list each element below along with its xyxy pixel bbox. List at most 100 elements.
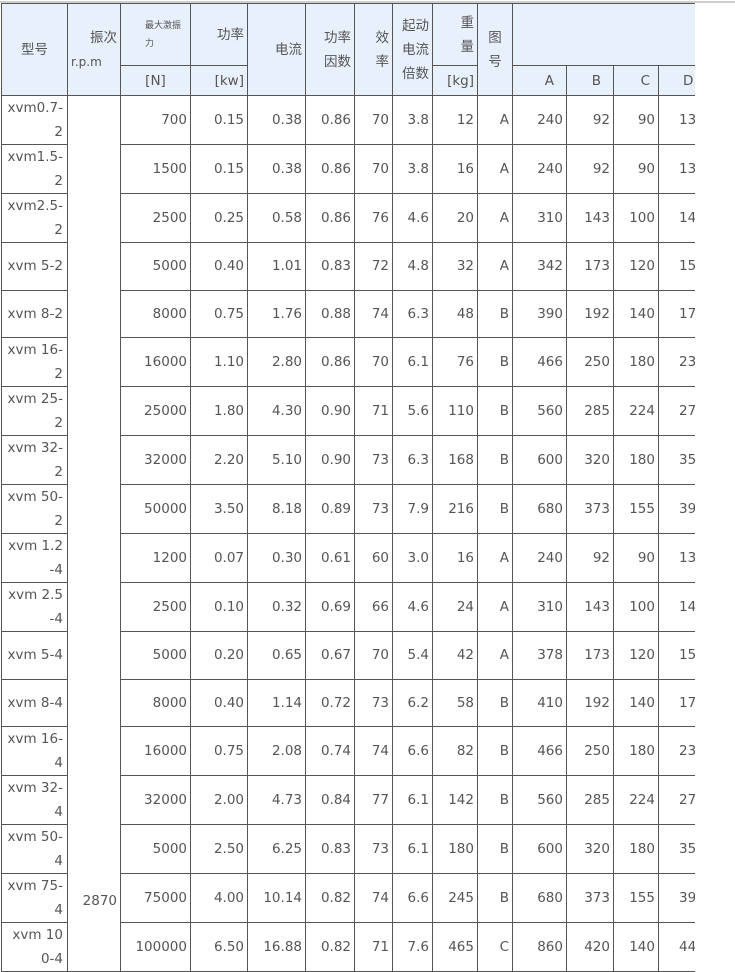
cell-power: 0.07	[190, 533, 248, 583]
cell-dim-b: 192	[566, 289, 614, 338]
cell-start-current: 6.1	[392, 337, 433, 387]
cell-efficiency: 73	[354, 678, 393, 727]
cell-power-factor: 0.88	[305, 289, 355, 338]
cell-force: 700	[120, 95, 191, 145]
cell-dim-a: 560	[512, 775, 567, 825]
table-row: xvm 16-2 16000 1.10 2.80 0.86 70 6.1 76 B 466 250 1…	[1, 337, 695, 387]
cell-force: 5000	[120, 631, 191, 680]
cell-dim-a: 240	[512, 95, 567, 145]
cell-dim-b: 92	[566, 95, 614, 145]
cell-dim-c: 180	[613, 337, 659, 387]
cell-figure: B	[477, 775, 513, 825]
header-dim-b: B	[566, 65, 614, 96]
cell-weight: 216	[432, 484, 478, 534]
cell-power: 0.75	[190, 726, 248, 776]
cell-figure: A	[477, 95, 513, 145]
cell-efficiency: 76	[354, 193, 393, 243]
cell-dim-b: 320	[566, 824, 614, 874]
cell-weight: 168	[432, 435, 478, 485]
cell-start-current: 7.9	[392, 484, 433, 534]
cell-power: 4.00	[190, 873, 248, 923]
cell-figure: B	[477, 386, 513, 436]
cell-current: 1.01	[247, 242, 306, 291]
cell-dim-a: 560	[512, 386, 567, 436]
cell-power-factor: 0.90	[305, 386, 355, 436]
cell-current: 2.80	[247, 337, 306, 387]
cell-dim-a: 378	[512, 631, 567, 680]
cell-weight: 180	[432, 824, 478, 874]
cell-dim-c: 180	[613, 726, 659, 776]
cell-force: 16000	[120, 337, 191, 387]
cell-dim-a: 466	[512, 726, 567, 776]
cell-power-factor: 0.86	[305, 337, 355, 387]
cell-power-factor: 0.90	[305, 435, 355, 485]
cell-dim-b: 92	[566, 144, 614, 194]
table-row: xvm 75-4 75000 4.00 10.14 0.82 74 6.6 245 B 680 37…	[1, 873, 695, 923]
cell-dim-c: 120	[613, 631, 659, 680]
cell-dim-d: 170	[658, 289, 695, 338]
cell-force: 5000	[120, 242, 191, 291]
header-dim-c: C	[613, 65, 659, 96]
cell-current: 4.30	[247, 386, 306, 436]
cell-model: xvm 25-2	[1, 386, 68, 436]
cell-power: 0.40	[190, 242, 248, 291]
cell-dim-b: 173	[566, 242, 614, 291]
cell-model: xvm0.7-2	[1, 95, 68, 145]
cell-efficiency: 70	[354, 337, 393, 387]
cell-power-factor: 0.84	[305, 775, 355, 825]
cell-dim-a: 680	[512, 484, 567, 534]
cell-figure: A	[477, 144, 513, 194]
cell-dim-a: 240	[512, 144, 567, 194]
cell-dim-b: 143	[566, 193, 614, 243]
cell-power: 0.25	[190, 193, 248, 243]
cell-weight: 110	[432, 386, 478, 436]
cell-dim-b: 285	[566, 775, 614, 825]
cell-start-current: 6.6	[392, 726, 433, 776]
cell-model: xvm 5-2	[1, 242, 68, 291]
cell-power-factor: 0.67	[305, 631, 355, 680]
table-row: xvm 1.2-4 1200 0.07 0.30 0.61 60 3.0 16 A 240 92 90…	[1, 533, 695, 583]
header-model: 型号	[1, 3, 68, 96]
cell-start-current: 3.8	[392, 144, 433, 194]
cell-figure: B	[477, 726, 513, 776]
cell-force: 25000	[120, 386, 191, 436]
cell-power-factor: 0.89	[305, 484, 355, 534]
cell-dim-c: 180	[613, 435, 659, 485]
cell-figure: A	[477, 631, 513, 680]
cell-force: 75000	[120, 873, 191, 923]
cell-current: 5.10	[247, 435, 306, 485]
cell-start-current: 5.4	[392, 631, 433, 680]
cell-power-factor: 0.86	[305, 144, 355, 194]
table-row: xvm 5-2 5000 0.40 1.01 0.83 72 4.8 32 A 342 173 120…	[1, 242, 695, 291]
cell-weight: 24	[432, 582, 478, 632]
cell-dim-a: 390	[512, 289, 567, 338]
header-rpm: 振次 r.p.m	[67, 3, 121, 96]
cell-power: 0.75	[190, 289, 248, 338]
cell-dim-c: 224	[613, 386, 659, 436]
header-force: 最大激振力	[120, 3, 191, 66]
cell-force: 32000	[120, 775, 191, 825]
cell-model: xvm 2.5-4	[1, 582, 68, 632]
cell-current: 0.38	[247, 144, 306, 194]
cell-dim-a: 466	[512, 337, 567, 387]
cell-current: 0.30	[247, 533, 306, 583]
cell-efficiency: 74	[354, 726, 393, 776]
cell-force: 100000	[120, 922, 191, 972]
table-row: xvm 8-2 8000 0.75 1.76 0.88 74 6.3 48 B 390 192 140…	[1, 289, 695, 338]
table-row: xvm 8-4 8000 0.40 1.14 0.72 73 6.2 58 B 410 192 140…	[1, 678, 695, 727]
header-power-unit: [kw]	[190, 65, 248, 96]
cell-dim-d: 140	[658, 193, 695, 243]
cell-dim-c: 140	[613, 922, 659, 972]
header-force-unit: [N]	[120, 65, 191, 96]
cell-model: xvm 100-4	[1, 922, 68, 972]
cell-dim-d: 270	[658, 775, 695, 825]
top-divider	[0, 1, 735, 3]
cell-figure: B	[477, 337, 513, 387]
cell-start-current: 4.8	[392, 242, 433, 291]
header-current: 电流	[247, 3, 306, 96]
cell-current: 1.14	[247, 678, 306, 727]
cell-power: 3.50	[190, 484, 248, 534]
cell-dim-b: 373	[566, 484, 614, 534]
header-rpm-unit: r.p.m	[71, 54, 102, 69]
cell-dim-b: 92	[566, 533, 614, 583]
